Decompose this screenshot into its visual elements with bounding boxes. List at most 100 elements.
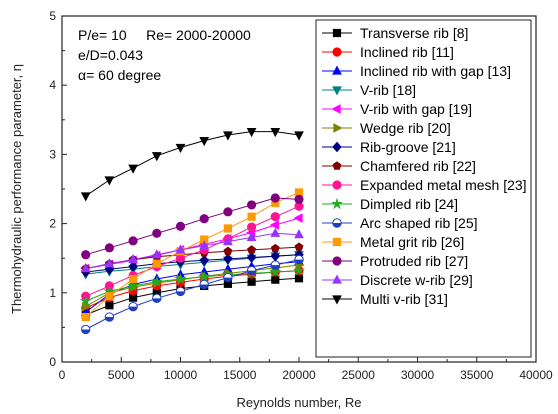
legend-entry: Transverse rib [8] (322, 25, 468, 41)
data-point (246, 231, 257, 242)
data-point (80, 263, 91, 273)
legend-box (315, 19, 532, 358)
data-point (247, 245, 257, 254)
series-line (85, 277, 300, 316)
data-point (223, 224, 232, 233)
y-tick-label: 0 (49, 355, 56, 369)
data-point (199, 240, 210, 250)
data-point (199, 254, 209, 266)
data-point (270, 127, 281, 138)
y-axis-title: Thermohydraulic performance parameter, η (9, 64, 24, 314)
y-tick-label: 5 (49, 9, 56, 23)
legend: Transverse rib [8] Inclined rib [11] Incli… (315, 19, 532, 358)
y-tick-label: 2 (49, 217, 56, 231)
x-tick-label: 30000 (401, 368, 435, 382)
data-point (152, 293, 162, 304)
legend-entry: Multi v-rib [31] (322, 291, 448, 307)
data-point (270, 243, 280, 253)
series-11 (81, 254, 304, 335)
data-point (81, 312, 90, 322)
data-point (246, 252, 257, 263)
series-line (85, 270, 300, 302)
legend-marker (332, 161, 342, 170)
x-tick-label: 15000 (223, 368, 257, 382)
legend-entry: Dimpled rib [24] (322, 196, 458, 212)
legend-marker (332, 65, 342, 75)
data-point (128, 274, 138, 284)
legend-entry: Arc shaped rib [25] (322, 215, 478, 231)
data-point (104, 258, 115, 268)
data-point (126, 279, 140, 292)
data-point (128, 164, 138, 174)
data-point (199, 279, 209, 290)
legend-marker (332, 141, 342, 153)
data-point (294, 242, 304, 251)
legend-label: V-rib [18] (360, 82, 416, 98)
data-point (82, 301, 92, 312)
data-point (246, 265, 257, 276)
legend-marker (332, 274, 342, 284)
series-line (85, 192, 300, 318)
y-tick-label: 4 (49, 78, 56, 92)
data-point (198, 270, 211, 283)
data-point (294, 194, 304, 204)
data-point (293, 213, 303, 223)
legend-marker (330, 197, 344, 210)
legend-label: Rib-groove [21] (360, 139, 456, 155)
data-point (152, 259, 161, 268)
legend-label: Wedge rib [20] (360, 120, 451, 136)
legend-entry: Rib-groove [21] (322, 139, 456, 155)
series-layer (79, 127, 306, 335)
x-tick-label: 0 (59, 368, 66, 382)
legend-marker (332, 218, 342, 228)
x-tick-label: 5000 (108, 368, 135, 382)
legend-entry: Discrete w-rib [29] (322, 272, 473, 288)
legend-label: Inclined rib with gap [13] (360, 63, 511, 79)
legend-marker (332, 180, 342, 190)
legend-label: Dimpled rib [24] (360, 196, 458, 212)
data-point (247, 212, 256, 221)
data-point (105, 292, 114, 301)
legend-marker (333, 123, 343, 133)
data-point (294, 131, 304, 141)
data-point (246, 127, 257, 138)
data-point (292, 264, 306, 276)
data-point (128, 301, 138, 312)
legend-marker (332, 28, 342, 38)
x-axis-ticks: 0 5000 10000 15000 20000 25000 30000 35000 40000 (59, 357, 553, 382)
data-point (270, 212, 280, 222)
data-point (174, 272, 187, 285)
legend-label: Arc shaped rib [25] (360, 215, 478, 231)
data-point (151, 249, 162, 259)
series-line (85, 261, 300, 313)
data-point (223, 207, 233, 217)
legend-entry: Wedge rib [20] (322, 120, 451, 136)
x-tick-label: 10000 (164, 368, 198, 382)
series-line (85, 259, 300, 330)
legend-marker (332, 295, 342, 305)
annotation-line-2: e/D=0.043 (78, 47, 143, 63)
series-line (85, 254, 300, 273)
data-point (81, 324, 91, 335)
data-point (104, 243, 115, 253)
data-point (223, 272, 233, 283)
data-point (104, 312, 115, 322)
series-line (85, 232, 300, 270)
data-point (223, 253, 233, 265)
data-point (223, 246, 233, 256)
data-point (294, 229, 304, 239)
data-point (80, 192, 91, 202)
series-line (85, 197, 300, 256)
x-tick-label: 40000 (519, 368, 553, 382)
series-14 (80, 227, 304, 273)
series-line (85, 217, 300, 270)
legend-marker (332, 47, 342, 57)
data-point (247, 200, 257, 210)
data-point (104, 176, 115, 186)
legend-entry: Metal grit rib [26] (322, 234, 464, 250)
y-tick-label: 3 (49, 147, 56, 161)
data-point (105, 301, 114, 310)
legend-entry: Inclined rib [11] (322, 44, 454, 60)
x-axis-title: Reynolds number, Re (236, 395, 361, 410)
x-tick-label: 35000 (460, 368, 494, 382)
